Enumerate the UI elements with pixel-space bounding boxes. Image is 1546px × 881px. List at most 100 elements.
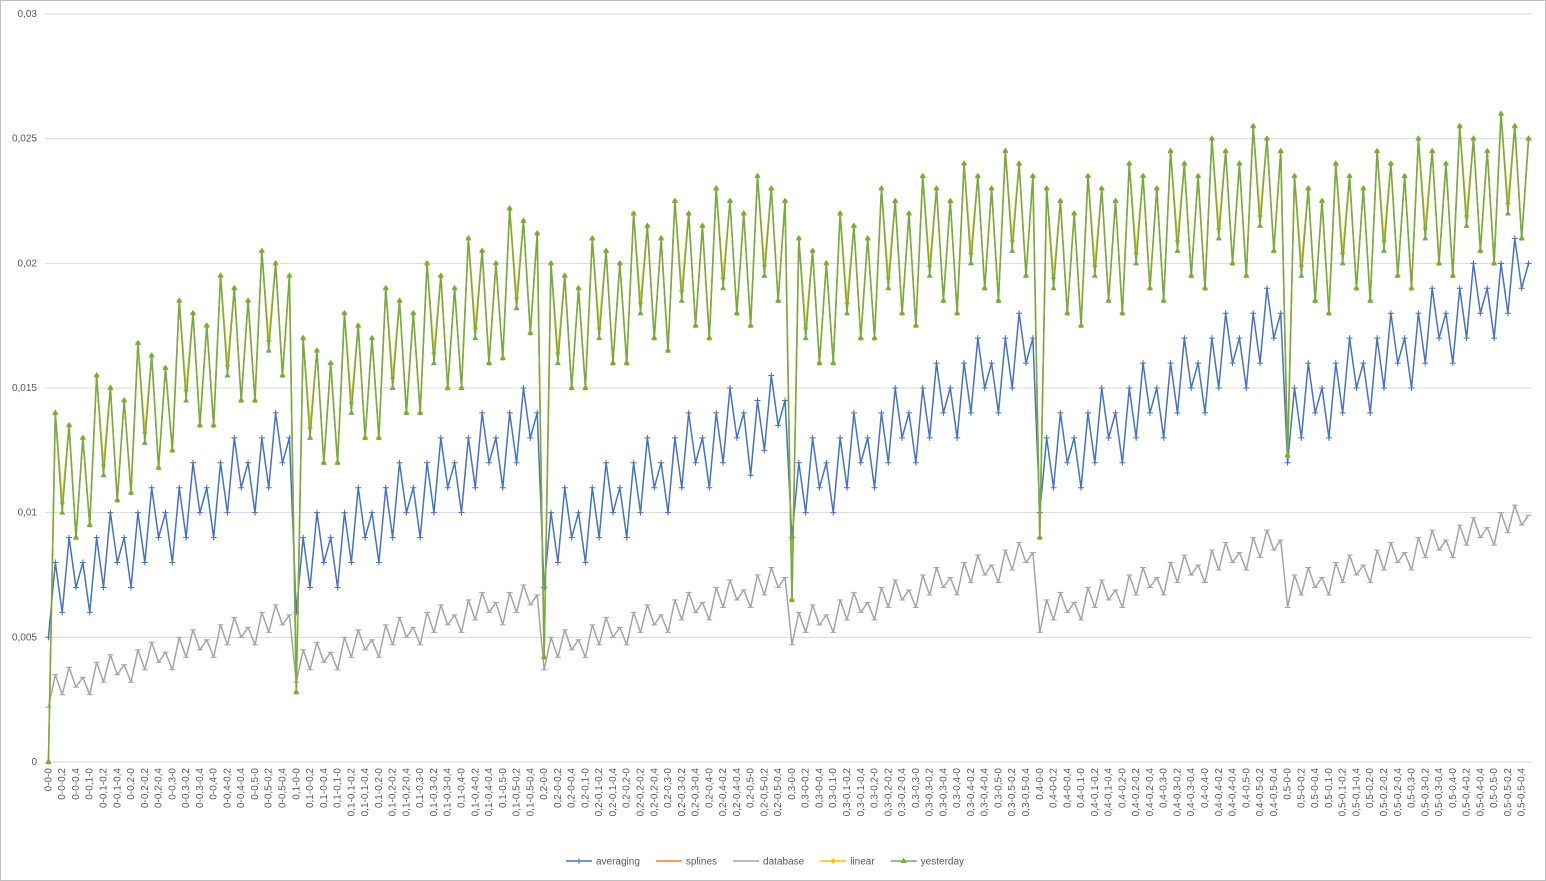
marker [1229, 259, 1236, 266]
marker [816, 359, 823, 366]
x-tick-label: 0,3-0-0,2 [801, 768, 812, 808]
x-tick-label: 0,1-0,5-0 [498, 768, 509, 808]
marker [1091, 459, 1098, 466]
marker [1064, 459, 1071, 466]
marker [59, 609, 66, 616]
marker [1491, 335, 1498, 342]
marker [1188, 272, 1195, 278]
marker [1078, 322, 1085, 328]
marker [162, 509, 169, 516]
x-tick-label: 0-0,4-0,2 [222, 768, 233, 808]
marker [313, 509, 320, 516]
marker [279, 459, 286, 466]
marker [589, 484, 596, 491]
marker [830, 509, 837, 516]
marker [775, 297, 782, 303]
marker [768, 372, 775, 379]
marker [265, 484, 272, 491]
marker [1160, 297, 1167, 303]
marker [348, 559, 355, 566]
marker [224, 372, 231, 378]
x-tick-label: 0,1-0,2-0 [374, 768, 385, 808]
x-tick-label: 0,2-0,4-0,2 [718, 768, 729, 817]
marker [1222, 147, 1229, 154]
x-tick-label: 0,2-0,2-0,2 [635, 768, 646, 817]
marker [706, 484, 713, 491]
x-tick-label: 0,5-0,2-0,2 [1379, 768, 1390, 817]
marker [1456, 122, 1463, 129]
marker [995, 297, 1002, 303]
marker [988, 360, 995, 367]
marker [761, 447, 768, 454]
x-tick-label: 0,4-0,2-0 [1117, 768, 1128, 808]
marker [79, 434, 86, 440]
marker [678, 297, 685, 303]
marker [334, 584, 341, 591]
x-tick-label: 0,2-0,3-0,4 [691, 768, 702, 817]
marker [1408, 284, 1415, 291]
marker [850, 409, 857, 416]
marker [1071, 209, 1078, 216]
legend-item: splines [655, 857, 717, 868]
marker [616, 259, 623, 266]
marker [1353, 284, 1360, 291]
marker [134, 339, 141, 346]
marker [1429, 285, 1436, 292]
marker [527, 434, 534, 441]
marker [1188, 385, 1195, 391]
y-tick-label: 0,01 [18, 508, 38, 519]
marker [603, 247, 610, 253]
x-tick-label: 0-0,1-0,2 [99, 768, 110, 808]
marker [1518, 234, 1525, 241]
x-tick-label: 0,5-0,4-0,4 [1475, 768, 1486, 817]
marker [637, 309, 644, 316]
series [45, 110, 1532, 764]
marker [355, 322, 362, 328]
marker [1201, 284, 1208, 291]
marker [279, 372, 286, 378]
marker [961, 360, 968, 367]
x-tick-label: 0,3-0,3-0 [911, 768, 922, 808]
marker [912, 322, 919, 328]
x-tick-label: 0,2-0,3-0 [663, 768, 674, 808]
marker [196, 509, 203, 516]
x-tick-label: 0,4-0,3-0,4 [1186, 768, 1197, 817]
marker [782, 197, 789, 203]
x-tick-label: 0,3-0,5-0 [993, 768, 1004, 808]
marker [1119, 459, 1126, 466]
marker [59, 509, 66, 515]
marker [313, 347, 320, 353]
marker [320, 559, 327, 566]
legend-item: database [733, 857, 805, 868]
marker [148, 484, 155, 491]
x-tick-label: 0-0,2-0,2 [140, 768, 151, 808]
marker [107, 384, 114, 390]
marker [1394, 272, 1401, 278]
marker [1408, 385, 1415, 391]
x-tick-label: 0,5-0-0,4 [1310, 768, 1321, 808]
marker [1518, 285, 1525, 292]
marker [492, 434, 499, 441]
marker [1016, 160, 1023, 166]
marker [905, 409, 912, 416]
marker [479, 247, 486, 253]
marker [1174, 409, 1181, 416]
marker [534, 229, 541, 236]
marker [575, 858, 582, 864]
marker [1016, 310, 1023, 317]
marker [1415, 135, 1422, 141]
marker [1422, 234, 1429, 241]
x-tick-label: 0,1-0,1-0 [333, 768, 344, 808]
marker [1511, 235, 1518, 242]
marker [561, 272, 568, 278]
x-tick-label: 0,2-0,1-0,4 [608, 768, 619, 817]
marker [864, 434, 871, 441]
marker [892, 385, 899, 391]
marker [1091, 272, 1098, 278]
marker [499, 354, 506, 361]
marker [974, 335, 981, 342]
marker [1498, 260, 1505, 267]
x-tick-label: 0,3-0,1-0 [828, 768, 839, 808]
y-tick-label: 0,02 [18, 258, 38, 269]
x-tick-label: 0,4-0,2-0,4 [1145, 768, 1156, 817]
